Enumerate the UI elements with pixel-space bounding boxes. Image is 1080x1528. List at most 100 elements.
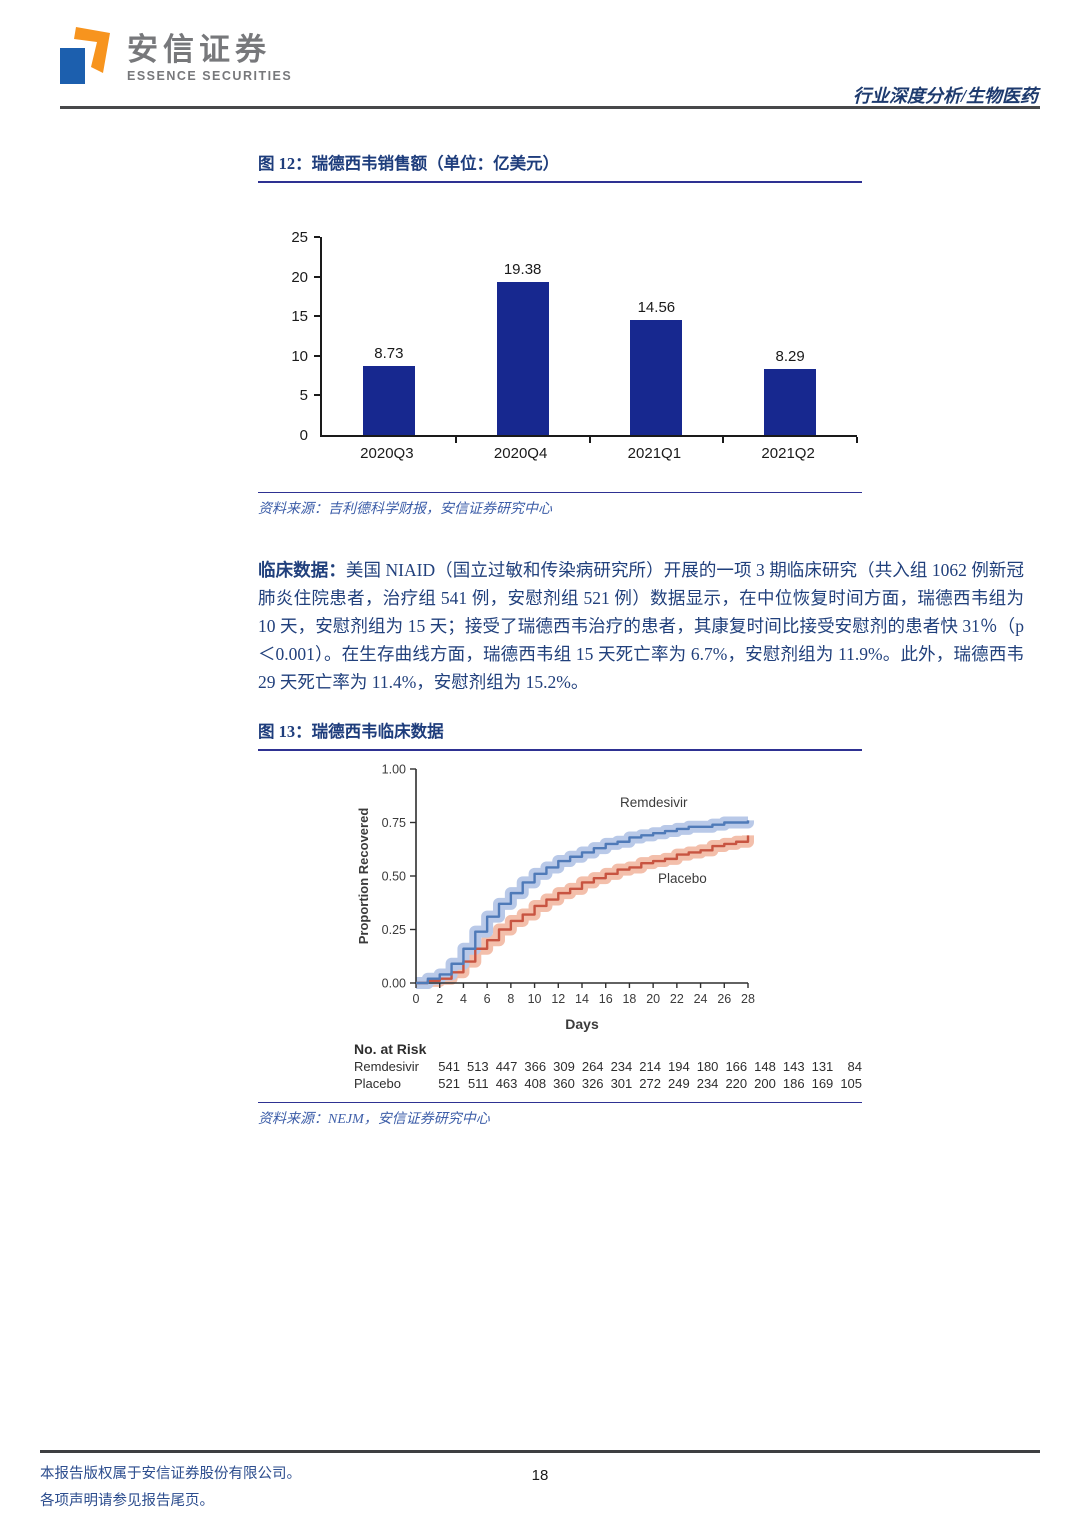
km-x-tick-label: 2 — [436, 992, 443, 1006]
bar-value-label: 14.56 — [637, 298, 676, 316]
y-tick-mark — [314, 394, 320, 397]
risk-count: 166 — [725, 1059, 748, 1074]
risk-count: 200 — [754, 1076, 776, 1091]
km-x-tick-label: 22 — [670, 992, 684, 1006]
risk-row-remdesivir: Remdesivir 541 513 447 366 309 264 234 214 194 180… — [354, 1058, 862, 1075]
x-category-label: 2021Q2 — [761, 445, 815, 462]
risk-count: 180 — [696, 1059, 719, 1074]
km-x-tick-label: 20 — [646, 992, 660, 1006]
km-x-axis-label: Days — [565, 1016, 599, 1032]
header-divider — [60, 106, 1040, 109]
y-tick-mark — [314, 354, 320, 357]
x-category-label: 2021Q1 — [627, 445, 682, 462]
risk-count: 264 — [581, 1059, 604, 1074]
figure-12-title: 图 12：瑞德西韦销售额（单位：亿美元） — [258, 150, 862, 183]
paragraph-body: 美国 NIAID（国立过敏和传染病研究所）开展的一项 3 期临床研究（共入组 1… — [258, 560, 1025, 692]
risk-count: 301 — [610, 1076, 633, 1091]
risk-row-label: Placebo — [354, 1076, 401, 1091]
risk-count: 148 — [754, 1059, 776, 1074]
km-x-tick-label: 0 — [413, 992, 420, 1006]
figure-12-source: 资料来源：吉利德科学财报，安信证券研究中心 — [258, 492, 862, 518]
remdesivir-confidence-band — [416, 816, 754, 989]
km-x-tick-label: 8 — [507, 992, 514, 1006]
x-category-label: 2020Q3 — [360, 445, 414, 462]
bar-2020Q3 — [362, 365, 415, 435]
y-tick-mark — [314, 236, 320, 238]
bar-group-2020Q4: 19.38 — [456, 261, 590, 435]
no-at-risk-title: No. at Risk — [354, 1041, 427, 1057]
bar-value-label: 8.73 — [374, 344, 404, 362]
y-tick-label: 20 — [291, 268, 308, 286]
y-tick-label: 5 — [299, 387, 308, 405]
risk-row-label: Remdesivir — [354, 1059, 420, 1074]
y-tick-mark — [314, 275, 320, 278]
risk-count: 214 — [639, 1059, 661, 1074]
page-footer: 本报告版权属于安信证券股份有限公司。 各项声明请参见报告尾页。 18 — [40, 1450, 1040, 1515]
x-tick-mark — [856, 437, 858, 443]
bar-x-axis-labels: 2020Q3 2020Q4 2021Q1 2021Q2 — [320, 445, 855, 462]
y-tick-label: 10 — [291, 347, 308, 365]
bar-series: 8.73 19.38 14.56 8.29 — [322, 237, 857, 435]
bar-group-2020Q3: 8.73 — [322, 345, 456, 435]
risk-count: 131 — [811, 1059, 834, 1074]
km-x-tick-label: 10 — [528, 992, 542, 1006]
km-y-tick-label: 0.50 — [382, 870, 406, 884]
bar-group-2021Q2: 8.29 — [723, 348, 857, 435]
risk-count: 521 — [438, 1076, 460, 1091]
x-tick-mark — [454, 437, 457, 443]
km-x-tick-label: 24 — [694, 992, 708, 1006]
km-x-tick-label: 4 — [460, 992, 467, 1006]
risk-count: 272 — [639, 1076, 661, 1091]
risk-count: 360 — [553, 1076, 575, 1091]
risk-count: 186 — [782, 1076, 805, 1091]
y-tick-label: 0 — [299, 427, 308, 444]
brand-name-cn: 安信证券 — [127, 32, 271, 67]
y-tick-mark — [314, 315, 320, 318]
risk-count: 234 — [696, 1076, 719, 1091]
clinical-data-paragraph: 临床数据：美国 NIAID（国立过敏和传染病研究所）开展的一项 3 期临床研究（… — [258, 556, 1024, 696]
km-x-tick-label: 6 — [484, 992, 491, 1006]
km-y-tick-label: 1.00 — [382, 763, 406, 777]
km-svg: 0.000.250.500.751.000 2 4 6 8 10 12 14 16 18 20 22 2… — [356, 763, 755, 1033]
risk-count: 513 — [466, 1059, 489, 1074]
risk-count: 194 — [668, 1059, 690, 1074]
bar-plot-area: 0 5 10 15 20 25 8.73 19.38 14.56 8.29 — [291, 229, 858, 444]
placebo-curve — [416, 835, 750, 985]
risk-count: 220 — [725, 1076, 748, 1091]
km-y-tick-label: 0.75 — [382, 816, 406, 830]
figure-13-title: 图 13：瑞德西韦临床数据 — [258, 718, 862, 751]
placebo-series-label: Placebo — [658, 871, 707, 886]
x-tick-mark — [588, 437, 591, 443]
bar-2020Q4 — [496, 281, 549, 435]
brand-text: 安信证券 ESSENCE SECURITIES — [127, 26, 292, 83]
km-y-axis-label: Proportion Recovered — [356, 808, 371, 945]
risk-count: 541 — [438, 1059, 460, 1074]
page-number: 18 — [531, 1467, 549, 1484]
y-tick-label: 25 — [291, 229, 308, 246]
risk-count: 511 — [467, 1076, 489, 1091]
sales-bar-chart: 0 5 10 15 20 25 8.73 19.38 14.56 8.29 2020Q3 2020Q… — [258, 229, 862, 462]
remdesivir-curve — [416, 820, 750, 985]
bar-group-2021Q1: 14.56 — [590, 299, 724, 435]
risk-count: 234 — [610, 1059, 633, 1074]
footer-copyright: 本报告版权属于安信证券股份有限公司。 — [40, 1466, 301, 1482]
risk-count: 326 — [581, 1076, 604, 1091]
km-x-tick-label: 12 — [551, 992, 565, 1006]
bar-value-label: 8.29 — [775, 348, 805, 366]
figure-12-section: 图 12：瑞德西韦销售额（单位：亿美元） 0 5 10 15 20 25 8.73 19.38… — [258, 150, 862, 518]
footer-disclaimer: 各项声明请参见报告尾页。 — [40, 1492, 214, 1509]
report-category: 行业深度分析/生物医药 — [853, 86, 1038, 106]
y-tick-label: 15 — [291, 308, 308, 326]
x-category-label: 2020Q4 — [493, 445, 548, 462]
remdesivir-series-label: Remdesivir — [620, 795, 688, 810]
risk-count: 169 — [811, 1076, 834, 1091]
risk-count: 249 — [668, 1076, 690, 1091]
risk-count: 309 — [553, 1059, 575, 1074]
essence-logo-icon — [60, 27, 110, 84]
km-x-tick-label: 16 — [599, 992, 613, 1006]
km-y-tick-label: 0.25 — [382, 923, 406, 937]
bar-2021Q1 — [630, 319, 683, 435]
risk-count: 84 — [847, 1059, 863, 1074]
x-tick-mark — [722, 437, 725, 443]
